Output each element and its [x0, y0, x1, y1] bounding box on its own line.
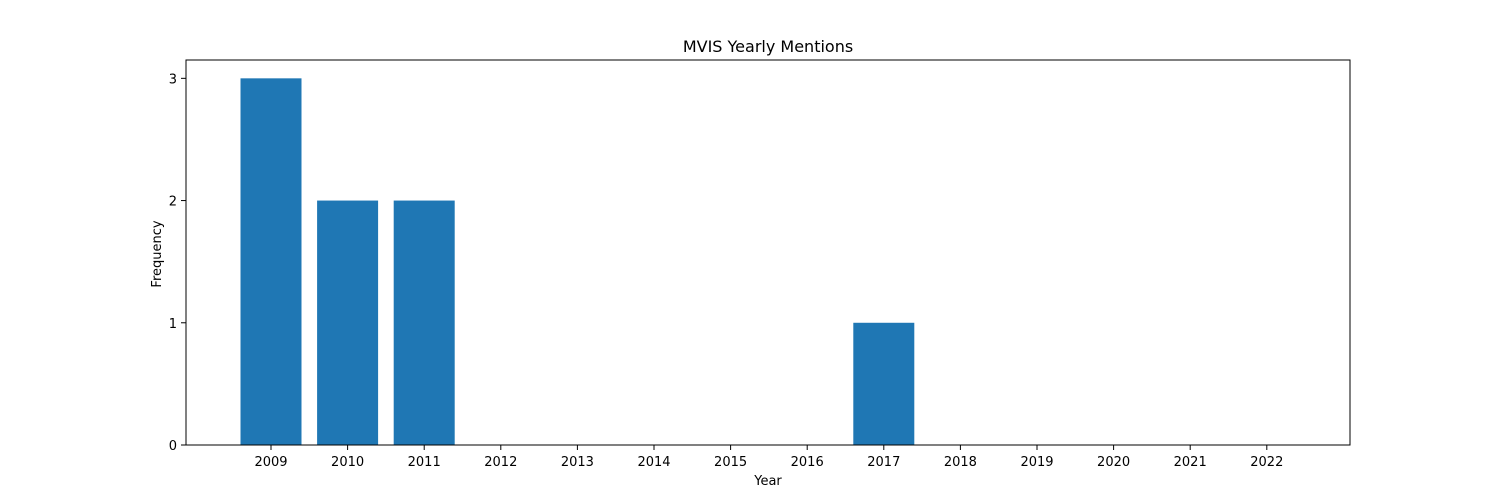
y-tick-label: 3	[169, 72, 177, 87]
bar-2017	[853, 322, 915, 445]
x-tick-label: 2015	[714, 455, 747, 470]
y-tick-label: 1	[169, 317, 177, 332]
x-axis-label: Year	[753, 474, 782, 489]
y-axis-label: Frequency	[150, 220, 165, 287]
x-tick-label: 2010	[331, 455, 364, 470]
x-tick-label: 2022	[1250, 455, 1283, 470]
bar-2010	[317, 200, 379, 445]
x-tick-label: 2009	[254, 455, 287, 470]
x-tick-label: 2021	[1174, 455, 1207, 470]
plot-area-frame	[185, 59, 1351, 446]
bars	[240, 78, 915, 445]
x-tick-label: 2017	[867, 455, 900, 470]
x-tick-label: 2018	[944, 455, 977, 470]
y-tick-label: 2	[169, 195, 177, 210]
bar-2011	[393, 200, 455, 445]
chart-title: MVIS Yearly Mentions	[683, 37, 853, 56]
x-tick-label: 2012	[484, 455, 517, 470]
x-tick-label: 2014	[637, 455, 670, 470]
x-tick-label: 2011	[408, 455, 441, 470]
y-tick-label: 0	[169, 439, 177, 454]
x-axis-ticks: 2009 2010 2011 2012 2013 2014 2015 2016 2017 2018…	[254, 445, 1283, 470]
x-tick-label: 2019	[1020, 455, 1053, 470]
y-axis-ticks: 0 1 2 3	[169, 72, 186, 454]
x-tick-label: 2020	[1097, 455, 1130, 470]
x-tick-label: 2016	[791, 455, 824, 470]
bar-2009	[240, 78, 302, 445]
x-tick-label: 2013	[561, 455, 594, 470]
